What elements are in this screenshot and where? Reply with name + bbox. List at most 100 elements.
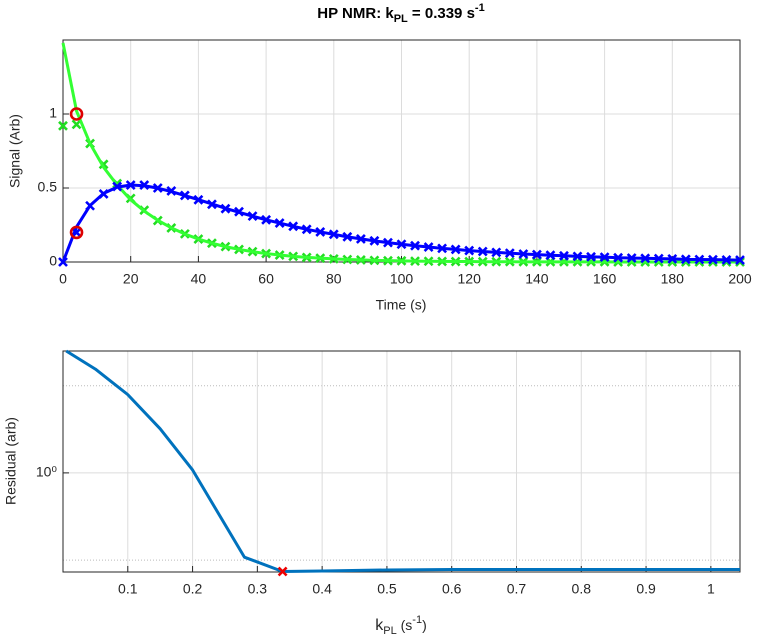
chart-title: HP NMR: kPL = 0.339 s-1 [317, 2, 484, 25]
x-axis-label: kPL (s-1) [375, 614, 426, 637]
marker-x [708, 254, 718, 265]
marker-x [450, 244, 461, 255]
series-line [61, 42, 740, 264]
marker-x [667, 253, 678, 264]
x-tick-label: 120 [458, 271, 482, 287]
marker-x [234, 206, 244, 217]
x-tick-label: 0.8 [572, 581, 592, 597]
title-superscript: -1 [475, 2, 485, 14]
x-tick-label: 140 [525, 271, 549, 287]
x-tick-label: 1 [707, 581, 715, 597]
marker-x [193, 194, 204, 205]
marker-x [247, 211, 258, 222]
title-part: = 0.339 s [408, 5, 475, 22]
label-part: ) [422, 617, 427, 633]
marker-x [721, 255, 732, 265]
marker-x [653, 253, 664, 264]
label-subscript: PL [383, 625, 396, 637]
marker-x [220, 203, 231, 214]
marker-x [71, 227, 82, 238]
marker-x [355, 233, 366, 244]
y-tick-label: 1 [49, 105, 57, 121]
marker-x [112, 181, 123, 192]
marker-x [626, 253, 637, 263]
marker-x [504, 248, 515, 259]
x-tick-label: 160 [593, 271, 617, 287]
x-tick-label: 40 [191, 271, 207, 287]
x-tick-label: 0.1 [118, 581, 138, 597]
y-tick-label: 10⁰ [36, 464, 58, 480]
marker-x [207, 199, 217, 210]
marker-x [613, 252, 624, 263]
marker-x [125, 180, 136, 190]
x-tick-label: 0.3 [248, 581, 268, 597]
label-part: (s [397, 617, 413, 633]
marker-x [735, 255, 745, 265]
x-tick-label: 0 [59, 271, 67, 287]
marker-x [477, 246, 488, 257]
marker-x [58, 120, 68, 131]
marker-x [383, 237, 393, 248]
label-part: k [375, 617, 384, 634]
marker-x [342, 231, 353, 242]
marker-x [559, 250, 569, 261]
marker-x [491, 247, 502, 258]
marker-x [545, 250, 556, 261]
x-tick-label: 0.2 [183, 581, 203, 597]
marker-x [166, 186, 177, 196]
title-subscript: PL [394, 13, 408, 25]
marker-circle [69, 107, 84, 121]
marker-x [58, 257, 68, 267]
label-superscript: -1 [412, 614, 422, 626]
marker-x [274, 218, 285, 228]
plot-area [63, 351, 740, 572]
x-tick-label: 20 [123, 271, 139, 287]
marker-x [315, 227, 326, 237]
y-axis-label: Residual (arb) [3, 417, 19, 505]
axes-box [62, 350, 741, 573]
x-tick-label: 80 [326, 271, 342, 287]
marker-x [640, 253, 651, 264]
marker-x [139, 180, 150, 190]
x-tick-label: 0.5 [377, 581, 397, 597]
y-tick-label: 0.5 [38, 179, 58, 195]
marker-x [694, 254, 705, 265]
marker-x [423, 242, 434, 252]
marker-x [410, 240, 420, 251]
marker-circle [69, 225, 84, 240]
marker-x [464, 245, 475, 256]
x-axis-label: Time (s) [376, 297, 427, 313]
x-tick-label: 100 [390, 271, 414, 287]
marker-x [71, 119, 82, 130]
x-tick-label: 0.4 [312, 581, 332, 597]
marker-x [261, 214, 272, 225]
title-part: HP NMR: k [317, 5, 394, 22]
marker-x [301, 224, 312, 235]
x-tick-label: 180 [661, 271, 685, 287]
marker-x [369, 235, 380, 246]
marker-x [98, 189, 109, 199]
marker-x [599, 252, 610, 263]
marker-x [518, 249, 529, 259]
x-tick-label: 0.9 [636, 581, 656, 597]
x-tick-label: 0.6 [442, 581, 462, 597]
marker-x [179, 190, 190, 201]
marker-x [680, 254, 691, 265]
marker-x [328, 229, 339, 240]
x-tick-label: 0.7 [507, 581, 527, 597]
marker-x [288, 221, 299, 232]
marker-x [396, 239, 407, 250]
marker-x [531, 249, 542, 260]
x-tick-label: 60 [258, 271, 274, 287]
y-axis-label: Signal (Arb) [7, 114, 23, 188]
series-line [65, 349, 740, 573]
marker-x [572, 251, 583, 262]
y-tick-label: 0 [49, 253, 57, 269]
marker-x [277, 566, 288, 577]
x-tick-label: 200 [728, 271, 752, 287]
marker-x [437, 243, 448, 254]
marker-x [152, 183, 163, 193]
marker-x [85, 200, 95, 211]
marker-x [586, 251, 596, 262]
